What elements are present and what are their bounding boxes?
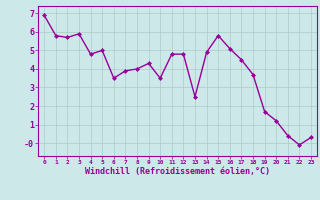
- X-axis label: Windchill (Refroidissement éolien,°C): Windchill (Refroidissement éolien,°C): [85, 167, 270, 176]
